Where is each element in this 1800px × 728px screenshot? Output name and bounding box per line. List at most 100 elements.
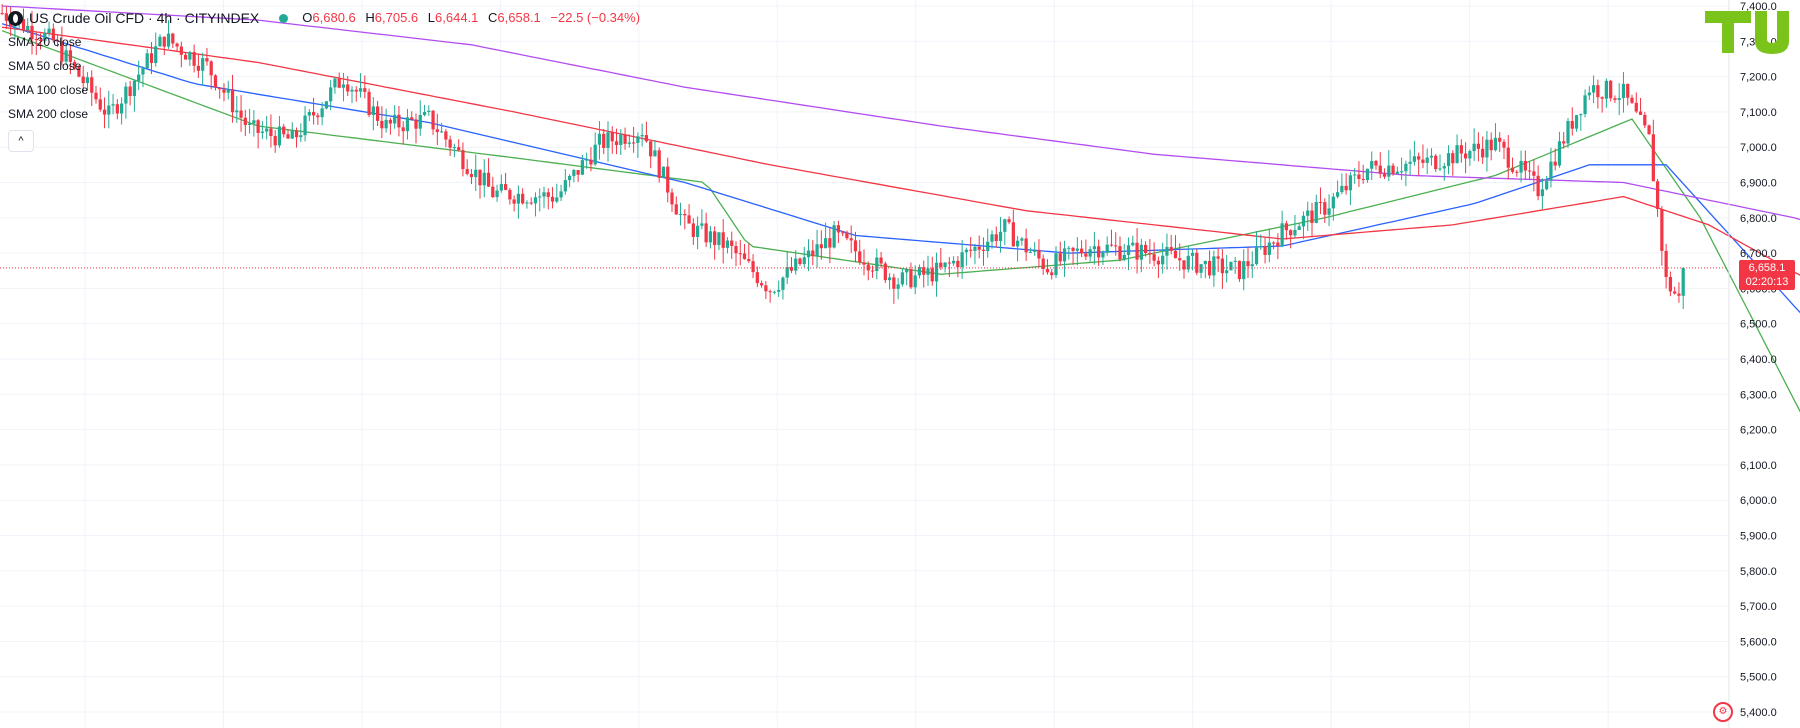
- sma200-line: [2, 5, 1800, 221]
- candle: [1335, 180, 1340, 199]
- candle: [1664, 243, 1668, 289]
- candle: [858, 239, 862, 265]
- candle: [1050, 268, 1054, 280]
- candle: [572, 168, 576, 183]
- candle: [307, 109, 311, 122]
- candle: [1203, 260, 1207, 279]
- candle: [1148, 239, 1152, 264]
- candle: [1340, 173, 1344, 195]
- y-tick-label: 6,500.0: [1740, 319, 1777, 331]
- candle: [1173, 235, 1178, 259]
- candle: [823, 222, 828, 249]
- candle: [1092, 231, 1097, 265]
- candle: [47, 21, 51, 37]
- candle: [738, 239, 742, 266]
- candle: [866, 261, 870, 281]
- candle: [1566, 117, 1570, 148]
- candle: [1139, 238, 1143, 273]
- candle: [137, 60, 141, 91]
- candle: [226, 80, 230, 100]
- settings-gear-icon[interactable]: ⚙: [1713, 702, 1733, 722]
- candle: [606, 121, 610, 162]
- candle: [1101, 250, 1105, 265]
- candle: [367, 88, 371, 118]
- candle: [657, 147, 661, 183]
- candle: [1284, 220, 1289, 240]
- candle: [708, 225, 713, 249]
- candle: [1259, 234, 1263, 250]
- candle: [964, 247, 969, 266]
- candle: [1344, 173, 1348, 195]
- candle: [1438, 154, 1442, 172]
- candle: [158, 34, 162, 47]
- candle: [1250, 251, 1254, 278]
- candle: [1020, 236, 1024, 246]
- candle: [956, 256, 960, 278]
- candle: [529, 197, 533, 206]
- candle: [538, 188, 542, 212]
- candle: [26, 18, 30, 34]
- indicator-sma200[interactable]: SMA 200 close: [8, 107, 89, 121]
- candle: [1600, 96, 1604, 113]
- candle: [21, 8, 26, 33]
- y-tick-label: 6,000.0: [1740, 495, 1777, 507]
- candle: [909, 262, 913, 290]
- candle: [495, 184, 499, 202]
- candle: [384, 108, 388, 133]
- indicator-sma50[interactable]: SMA 50 close: [8, 59, 82, 73]
- candle: [388, 117, 393, 135]
- symbol-title[interactable]: US Crude Oil CFD · 4h · CITYINDEX: [29, 10, 260, 26]
- candle: [1007, 216, 1011, 225]
- candle: [192, 44, 196, 73]
- candle: [1476, 132, 1481, 162]
- candle: [567, 174, 572, 188]
- candle: [533, 192, 538, 217]
- candle: [1681, 267, 1685, 310]
- candle: [457, 139, 461, 152]
- candle: [1045, 259, 1050, 275]
- indicator-sma100[interactable]: SMA 100 close: [8, 83, 89, 97]
- candle: [986, 228, 990, 258]
- candle: [730, 231, 734, 259]
- candle: [444, 128, 448, 148]
- candle: [892, 273, 896, 304]
- candle: [717, 232, 721, 251]
- candle: [905, 267, 909, 286]
- candle: [666, 157, 670, 203]
- candle: [1233, 256, 1237, 274]
- candle: [960, 239, 964, 279]
- candle: [1506, 135, 1510, 180]
- candle: [478, 169, 482, 199]
- candle: [1109, 229, 1114, 247]
- candle: [1289, 229, 1293, 249]
- bar-countdown: 02:20:13: [1745, 275, 1789, 288]
- candle: [239, 95, 243, 132]
- candle: [1626, 83, 1630, 106]
- candle: [166, 20, 171, 49]
- candle: [337, 72, 341, 89]
- candle: [486, 158, 491, 187]
- candle: [235, 96, 239, 123]
- indicator-sma20[interactable]: SMA 20 close: [8, 35, 82, 49]
- candle: [1677, 282, 1681, 303]
- candle: [1549, 147, 1553, 188]
- collapse-legend-button[interactable]: ^: [8, 130, 34, 152]
- candle: [1570, 107, 1574, 136]
- candle: [427, 105, 431, 116]
- candle: [798, 257, 802, 267]
- candle: [1562, 132, 1566, 149]
- candle: [145, 49, 149, 69]
- symbol-logo-icon[interactable]: [8, 10, 23, 26]
- last-price-label: 6,658.1 02:20:13: [1739, 259, 1795, 290]
- candle: [597, 121, 602, 160]
- candle: [1485, 131, 1489, 172]
- candle: [316, 112, 320, 125]
- candle: [329, 80, 333, 111]
- candle: [243, 109, 247, 137]
- candle: [1169, 234, 1173, 255]
- candle: [1523, 150, 1527, 180]
- candle: [1199, 264, 1203, 279]
- candle: [1003, 218, 1007, 246]
- candle: [1583, 89, 1587, 118]
